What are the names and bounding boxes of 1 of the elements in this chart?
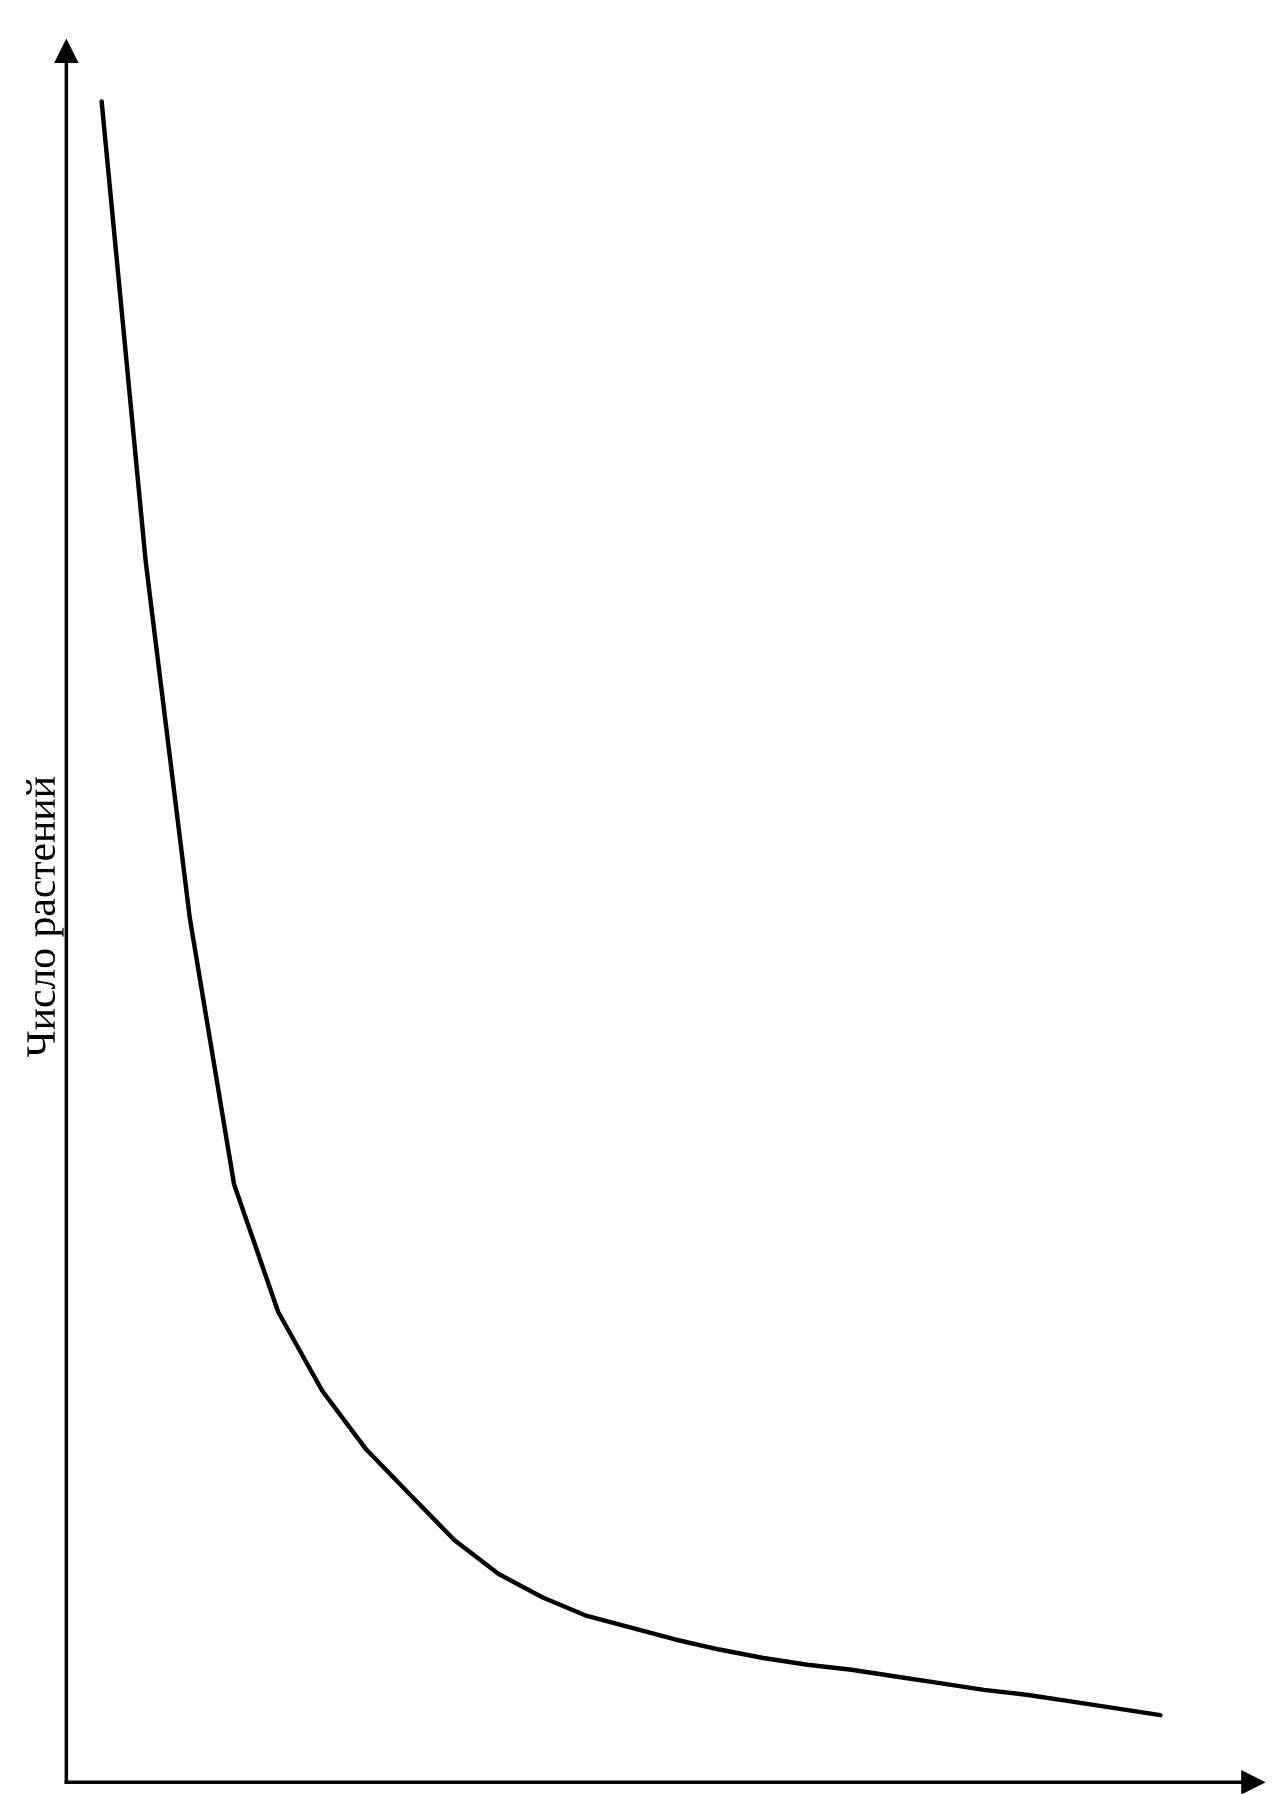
y-axis-title: Число растений [26, 777, 64, 1057]
